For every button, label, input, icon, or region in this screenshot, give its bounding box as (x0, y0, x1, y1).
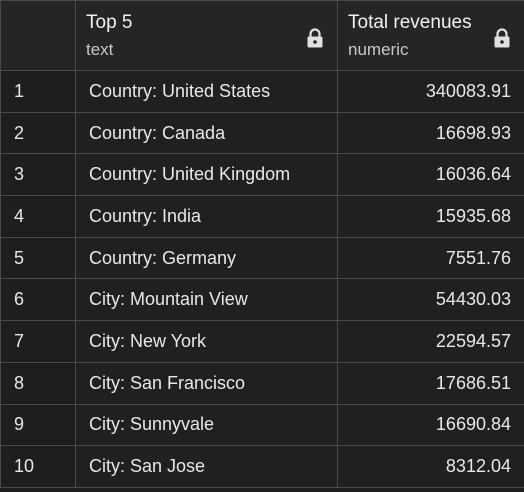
cell-total-revenues[interactable]: 15935.68 (337, 195, 524, 238)
row-number[interactable]: 8 (0, 361, 76, 405)
header-row: Top 5 text Total revenues numeric (0, 0, 524, 71)
cell-total-revenues[interactable]: 7551.76 (337, 236, 524, 280)
cell-total-revenues[interactable]: 16036.64 (337, 153, 524, 197)
lock-icon (307, 28, 323, 48)
cell-total-revenues[interactable]: 8312.04 (337, 445, 524, 488)
row-number[interactable]: 9 (0, 403, 76, 447)
cell-total-revenues[interactable]: 340083.91 (337, 70, 524, 113)
cell-top5[interactable]: City: Sunnyvale (75, 403, 338, 447)
cell-total-revenues[interactable]: 17686.51 (337, 361, 524, 405)
cell-total-revenues[interactable]: 54430.03 (337, 278, 524, 322)
row-number[interactable]: 7 (0, 320, 76, 363)
table-row[interactable]: 4 Country: India 15935.68 (0, 195, 524, 238)
table-row[interactable]: 2 Country: Canada 16698.93 (0, 111, 524, 155)
cell-top5[interactable]: Country: United States (75, 70, 338, 113)
cell-total-revenues[interactable]: 16690.84 (337, 403, 524, 447)
table-row[interactable]: 10 City: San Jose 8312.04 (0, 445, 524, 488)
cell-top5[interactable]: Country: Canada (75, 111, 338, 155)
cell-top5[interactable]: City: New York (75, 320, 338, 363)
cell-top5[interactable]: Country: United Kingdom (75, 153, 338, 197)
row-number[interactable]: 10 (0, 445, 76, 488)
cell-top5[interactable]: City: San Francisco (75, 361, 338, 405)
cell-top5[interactable]: Country: India (75, 195, 338, 238)
cell-total-revenues[interactable]: 16698.93 (337, 111, 524, 155)
column-title: Total revenues (348, 12, 472, 33)
row-number[interactable]: 4 (0, 195, 76, 238)
row-number[interactable]: 5 (0, 236, 76, 280)
column-header-top5[interactable]: Top 5 text (75, 0, 338, 71)
row-number-header[interactable] (0, 0, 76, 71)
cell-total-revenues[interactable]: 22594.57 (337, 320, 524, 363)
table-row[interactable]: 6 City: Mountain View 54430.03 (0, 278, 524, 322)
cell-top5[interactable]: City: San Jose (75, 445, 338, 488)
row-number[interactable]: 1 (0, 70, 76, 113)
row-number[interactable]: 3 (0, 153, 76, 197)
table-row[interactable]: 7 City: New York 22594.57 (0, 320, 524, 363)
column-title: Top 5 (86, 12, 133, 33)
column-type: numeric (348, 40, 409, 59)
table-row[interactable]: 1 Country: United States 340083.91 (0, 70, 524, 113)
row-number[interactable]: 2 (0, 111, 76, 155)
cell-top5[interactable]: Country: Germany (75, 236, 338, 280)
table-row[interactable]: 8 City: San Francisco 17686.51 (0, 361, 524, 405)
table-row[interactable]: 5 Country: Germany 7551.76 (0, 236, 524, 280)
cell-top5[interactable]: City: Mountain View (75, 278, 338, 322)
column-type: text (86, 40, 114, 59)
row-number[interactable]: 6 (0, 278, 76, 322)
table-row[interactable]: 3 Country: United Kingdom 16036.64 (0, 153, 524, 197)
lock-icon (494, 28, 510, 48)
column-header-total-revenues[interactable]: Total revenues numeric (337, 0, 524, 71)
table-row[interactable]: 9 City: Sunnyvale 16690.84 (0, 403, 524, 447)
